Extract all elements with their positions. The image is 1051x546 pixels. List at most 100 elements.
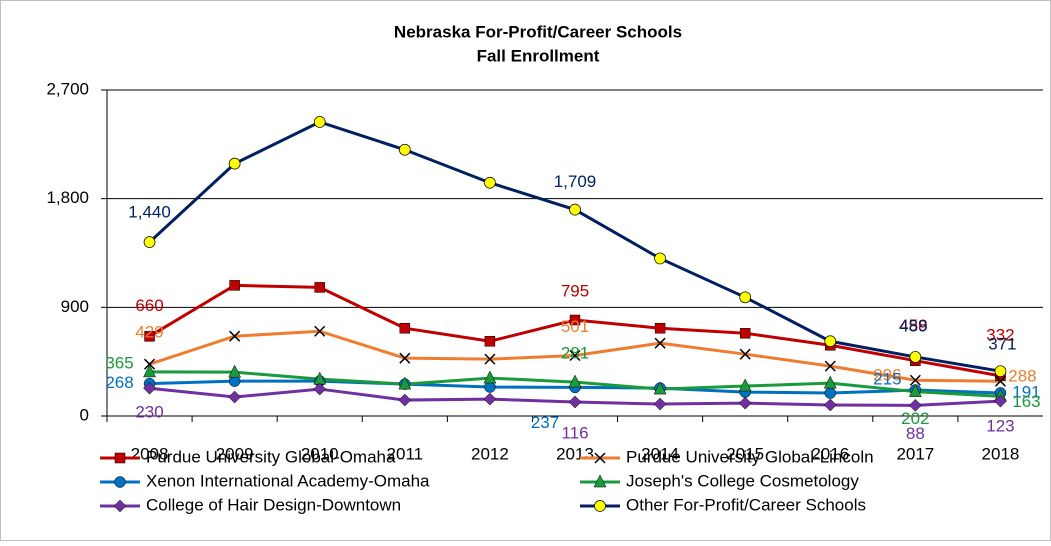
data-point — [739, 348, 751, 360]
data-point — [398, 143, 411, 156]
x-tick-label: 2012 — [471, 444, 509, 463]
data-label: 268 — [105, 373, 133, 392]
data-point — [654, 252, 666, 265]
data-point — [909, 374, 921, 386]
legend-label: Joseph's College Cosmetology — [626, 471, 859, 490]
x-tick-label: 2011 — [387, 444, 424, 463]
data-point — [144, 331, 155, 342]
data-label: 215 — [873, 370, 901, 389]
data-label: 660 — [135, 296, 163, 315]
data-point — [313, 382, 327, 396]
x-tick-label: 2018 — [982, 444, 1020, 463]
data-point — [143, 236, 156, 248]
legend-marker — [114, 476, 126, 488]
data-label: 1,709 — [554, 172, 597, 191]
data-point — [909, 351, 922, 363]
data-point — [568, 374, 582, 388]
data-label: 116 — [561, 423, 588, 442]
data-point — [569, 314, 581, 326]
data-point — [569, 203, 581, 216]
legend-marker — [594, 452, 606, 464]
legend-marker — [594, 500, 606, 512]
data-point — [399, 352, 411, 364]
data-label: 501 — [561, 317, 589, 336]
data-point — [229, 280, 240, 291]
data-point — [738, 396, 752, 410]
data-point — [143, 364, 156, 378]
data-point — [398, 376, 412, 390]
data-label: 281 — [561, 344, 589, 363]
data-point — [484, 336, 496, 347]
data-point — [568, 395, 582, 409]
data-point — [314, 325, 326, 337]
data-label: 288 — [1008, 367, 1036, 386]
data-point — [569, 349, 581, 362]
data-label: 123 — [986, 417, 1014, 436]
data-label: 429 — [135, 323, 163, 342]
data-label: 371 — [988, 335, 1016, 354]
data-point — [313, 116, 326, 128]
data-label: 163 — [1012, 392, 1040, 411]
chart-subtitle: Fall Enrollment — [477, 46, 600, 65]
data-point — [483, 370, 497, 384]
data-point — [824, 335, 837, 348]
data-point — [994, 394, 1007, 408]
data-label: 191 — [1012, 382, 1040, 401]
y-tick-label: 2,700 — [46, 79, 89, 98]
data-point — [824, 387, 837, 399]
data-point — [824, 360, 836, 372]
data-label: 365 — [105, 353, 133, 372]
data-point — [739, 291, 752, 304]
data-label: 1,440 — [128, 203, 171, 222]
data-point — [144, 358, 156, 370]
legend-marker — [114, 452, 126, 464]
data-label: 230 — [135, 403, 163, 422]
data-point — [228, 390, 241, 404]
y-tick-label: 900 — [61, 297, 89, 316]
data-point — [228, 364, 242, 378]
legend-label: Purdue University Global-Omaha — [146, 447, 396, 466]
x-tick-label: 2009 — [216, 444, 254, 463]
data-point — [653, 381, 667, 395]
data-point — [994, 375, 1006, 387]
data-label: 88 — [906, 424, 925, 443]
x-tick-label: 2016 — [811, 444, 849, 463]
data-label: 202 — [901, 409, 929, 428]
data-point — [823, 398, 837, 412]
data-point — [908, 384, 922, 397]
data-label: 458 — [899, 316, 927, 335]
data-point — [399, 322, 411, 334]
x-tick-label: 2015 — [726, 444, 764, 463]
x-tick-label: 2010 — [301, 444, 339, 463]
data-point — [229, 330, 241, 342]
legend-marker — [593, 474, 607, 488]
data-point — [484, 353, 496, 365]
x-tick-label: 2013 — [556, 444, 594, 463]
data-label: 795 — [561, 281, 589, 300]
chart-title: Nebraska For-Profit/Career Schools — [394, 22, 682, 41]
x-tick-label: 2017 — [896, 444, 934, 463]
legend-label: Xenon International Academy-Omaha — [146, 471, 430, 490]
data-point — [483, 392, 497, 406]
data-point — [143, 381, 156, 395]
legend-label: College of Hair Design-Downtown — [146, 495, 401, 514]
data-point — [398, 393, 412, 407]
data-point — [823, 375, 837, 389]
data-point — [228, 157, 241, 170]
x-tick-label: 2008 — [131, 444, 169, 463]
data-point — [654, 337, 666, 349]
data-label: 237 — [531, 413, 559, 432]
legend-label: Purdue University Global-Lincoln — [626, 447, 874, 466]
data-point — [738, 378, 752, 392]
data-point — [909, 399, 922, 412]
legend-label: Other For-Profit/Career Schools — [626, 495, 866, 514]
data-point — [994, 365, 1007, 378]
data-label: 296 — [873, 366, 901, 385]
data-label: 332 — [986, 325, 1014, 344]
y-tick-label: 1,800 — [46, 188, 89, 207]
data-point — [654, 322, 666, 334]
data-label: 489 — [899, 316, 927, 335]
y-tick-label: 0 — [80, 405, 89, 424]
